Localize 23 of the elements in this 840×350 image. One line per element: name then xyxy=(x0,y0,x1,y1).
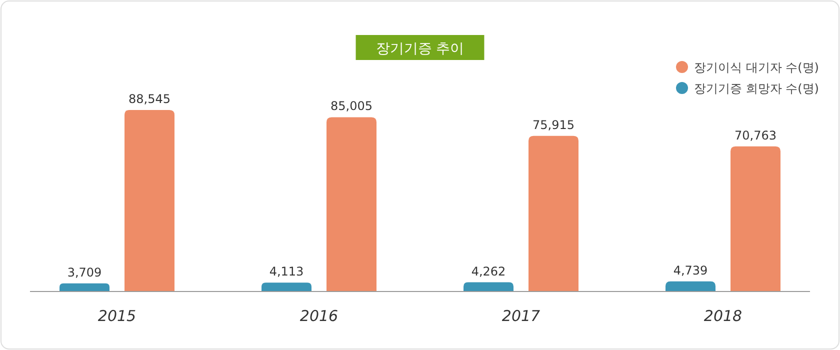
data-label: 85,005 xyxy=(330,99,372,114)
x-tick-label: 2016 xyxy=(300,307,338,325)
x-tick-label: 2015 xyxy=(98,307,136,325)
bar xyxy=(326,117,376,291)
data-label: 4,739 xyxy=(673,263,708,278)
bar xyxy=(666,281,716,291)
bar xyxy=(60,283,110,291)
x-tick-label: 2018 xyxy=(704,307,742,325)
data-label: 88,545 xyxy=(128,92,170,106)
bar xyxy=(262,282,312,291)
legend-label: 장기기증 희망자 수(명) xyxy=(694,82,819,96)
chart-title: 장기기증 추이 xyxy=(376,41,464,57)
bar xyxy=(528,136,578,291)
data-label: 3,709 xyxy=(67,265,102,280)
bar xyxy=(464,282,514,291)
bar xyxy=(730,146,780,291)
legend-label: 장기이식 대기자 수(명) xyxy=(694,60,819,74)
data-label: 75,915 xyxy=(532,118,574,132)
data-label: 4,113 xyxy=(269,264,304,279)
data-label: 70,763 xyxy=(734,128,776,142)
data-label: 4,262 xyxy=(471,264,506,278)
bar xyxy=(124,110,174,291)
x-tick-label: 2017 xyxy=(502,307,541,325)
